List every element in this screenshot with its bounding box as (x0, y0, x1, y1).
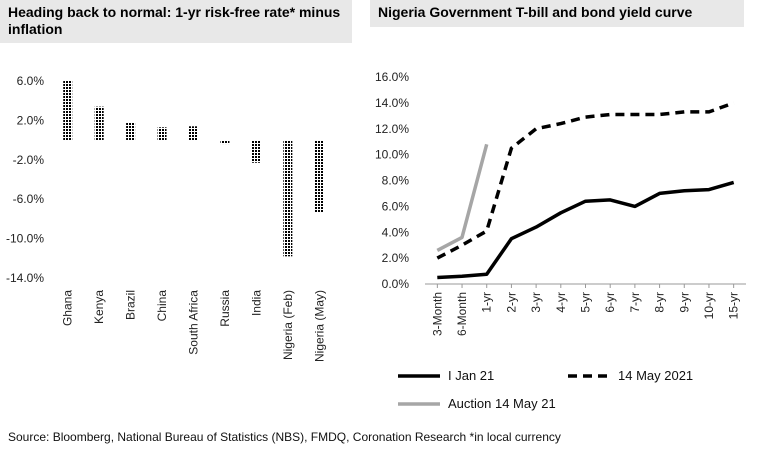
category-label: 9-yr (677, 292, 691, 313)
bar (314, 140, 324, 213)
y-tick-label: -14.0% (6, 271, 44, 285)
category-label: Nigeria (Feb) (281, 290, 295, 360)
y-tick-label: 14.0% (375, 96, 409, 110)
source-note: Source: Bloomberg, National Bureau of St… (8, 430, 561, 444)
legend-label: I Jan 21 (448, 368, 494, 383)
bar (157, 127, 167, 141)
series-line (436, 143, 489, 252)
category-label: 6-Month (455, 292, 469, 336)
category-label: Russia (218, 290, 232, 327)
category-label: Ghana (61, 290, 75, 326)
right-line-chart: 0.0% 2.0% 4.0% 6.0% 8.0% 10.0% 12.0% 14.0% 16.0%… (375, 70, 746, 411)
y-tick-label: 10.0% (375, 148, 409, 162)
category-label: 3-yr (529, 292, 543, 313)
category-label: 15-yr (727, 292, 741, 319)
y-tick-label: 2.0% (17, 113, 45, 127)
category-label: India (249, 290, 263, 316)
category-label: Kenya (92, 290, 106, 324)
left-bar-chart: 6.0% 2.0% -2.0% -6.0% -10.0% -14.0% Ghana Kenya… (6, 74, 326, 362)
y-tick-label: 6.0% (382, 199, 410, 213)
category-label: 10-yr (702, 292, 716, 319)
category-label: Brazil (124, 290, 138, 320)
bar (189, 126, 198, 141)
category-label: 6-yr (603, 292, 617, 313)
category-label: South Africa (187, 290, 201, 355)
legend-label: 14 May 2021 (618, 368, 693, 383)
series-line (437, 180, 735, 280)
series-line (436, 101, 735, 260)
y-tick-label: 6.0% (17, 74, 45, 88)
y-tick-label: 4.0% (382, 225, 410, 239)
y-tick-label: 2.0% (382, 251, 410, 265)
category-label: 7-yr (628, 292, 642, 313)
category-label: 1-yr (480, 292, 494, 313)
category-label: China (155, 290, 169, 322)
legend-label: Auction 14 May 21 (448, 396, 556, 411)
category-label: 5-yr (579, 292, 593, 313)
y-tick-label: 16.0% (375, 70, 409, 84)
y-tick-label: -6.0% (13, 192, 45, 206)
y-tick-label: -2.0% (13, 153, 45, 167)
right-chart-title: Nigeria Government T-bill and bond yield… (370, 0, 744, 27)
category-label: 4-yr (554, 292, 568, 313)
category-label: 8-yr (653, 292, 667, 313)
category-label: 3-Month (430, 292, 444, 336)
y-tick-label: -10.0% (6, 232, 44, 246)
bar (251, 140, 261, 163)
left-chart-title: Heading back to normal: 1-yr risk-free r… (0, 0, 352, 43)
bar (63, 81, 73, 141)
bar (126, 122, 136, 141)
category-label: 2-yr (504, 292, 518, 313)
y-tick-label: 0.0% (382, 277, 410, 291)
y-tick-label: 8.0% (382, 174, 410, 188)
bar (283, 140, 293, 257)
bar (220, 140, 230, 145)
bar (94, 106, 104, 141)
y-tick-label: 12.0% (375, 122, 409, 136)
category-label: Nigeria (May) (312, 290, 326, 362)
